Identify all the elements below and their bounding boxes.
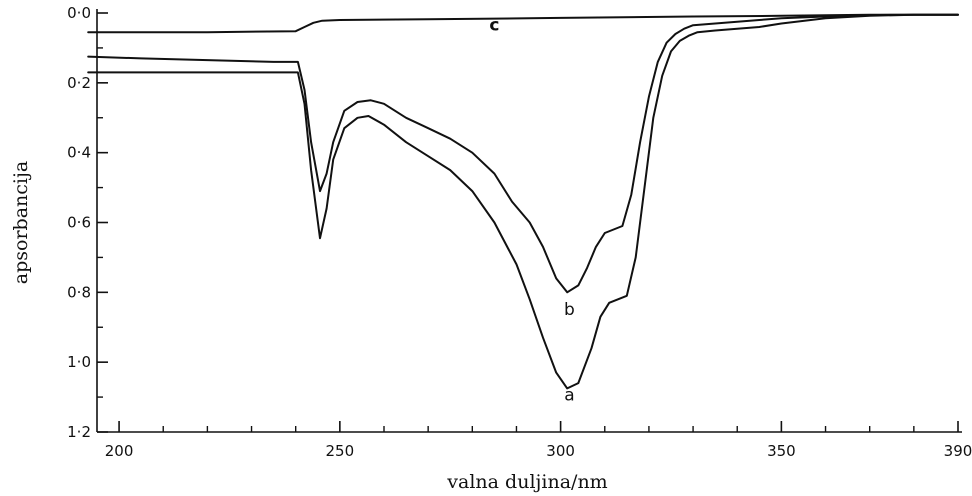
x-axis-title: valna duljina/nm	[446, 471, 607, 493]
curve-label-c: c	[489, 15, 499, 35]
series-b-line	[87, 13, 959, 294]
y-tick-label: 0·6	[67, 214, 91, 232]
series-a-line	[87, 13, 959, 390]
curve-label-a: a	[564, 386, 574, 406]
x-tick-label: 250	[326, 442, 355, 460]
y-ticks: 0·0 0·2 0·4 0·6 0·8 1·0 1·2	[67, 4, 108, 441]
minor-ticks	[97, 47, 915, 432]
x-ticks: 200 250 300 350 390	[105, 421, 972, 460]
y-tick-label: 1·0	[67, 353, 91, 371]
series-c-line	[87, 13, 959, 34]
x-tick-label: 350	[767, 442, 796, 460]
y-axis-title: apsorbancija	[10, 161, 32, 284]
annotation-group: a b c	[489, 15, 574, 405]
y-tick-label: 1·2	[67, 423, 91, 441]
x-tick-label: 200	[105, 442, 134, 460]
y-tick-label: 0·2	[67, 74, 91, 92]
series-group	[87, 13, 959, 390]
x-tick-label: 390	[944, 442, 972, 460]
y-tick-label: 0·8	[67, 283, 91, 301]
y-tick-label: 0·4	[67, 144, 91, 162]
x-tick-label: 300	[546, 442, 575, 460]
curve-label-b: b	[564, 300, 575, 320]
y-tick-label: 0·0	[67, 4, 91, 22]
